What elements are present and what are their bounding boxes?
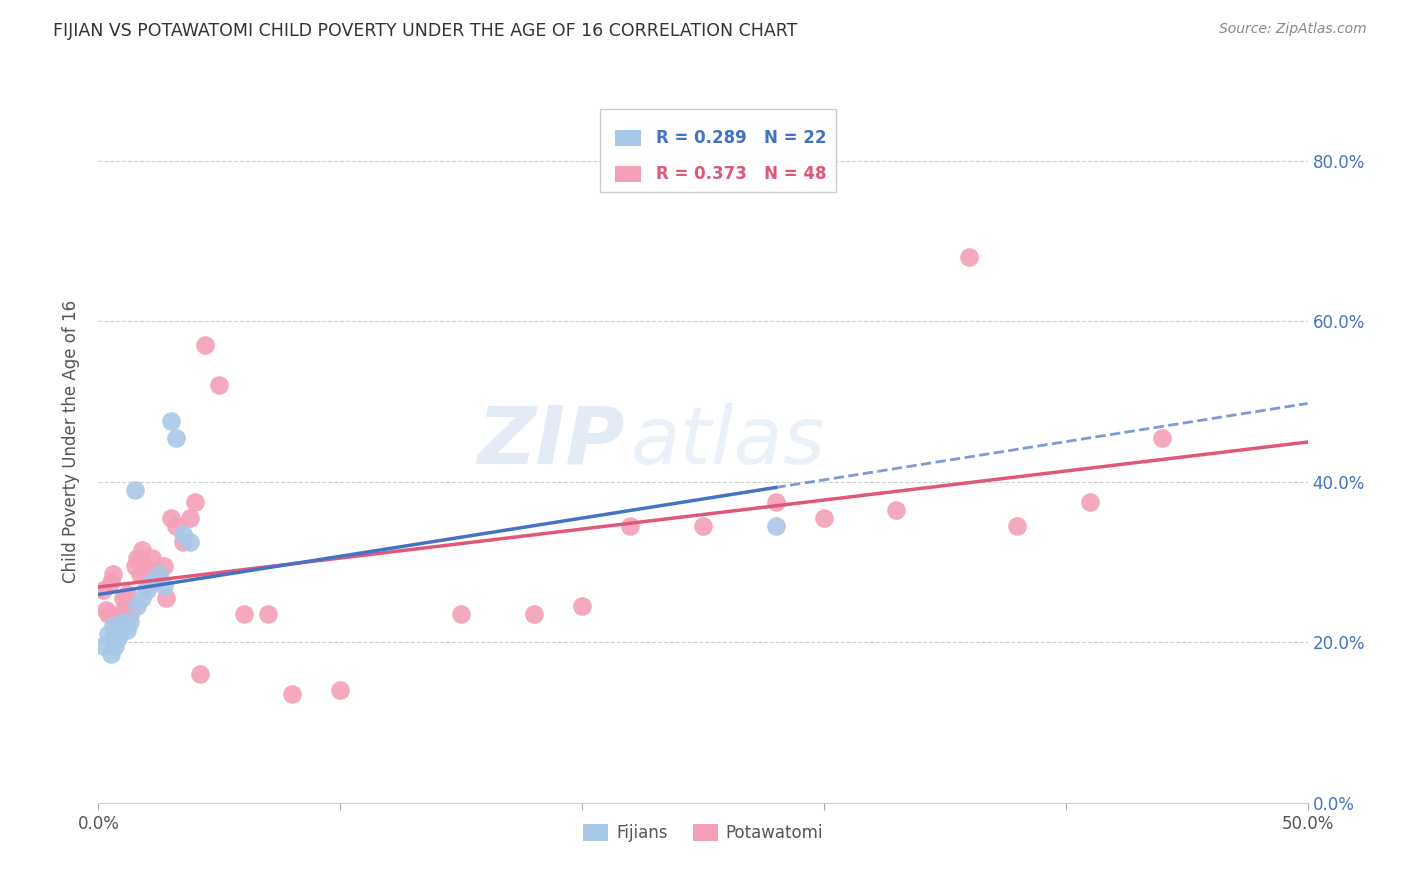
Point (208, 378, 231, 392)
Point (165, 518, 187, 533)
Text: R = 0.373   N = 48: R = 0.373 N = 48 (655, 165, 827, 183)
Point (152, 579, 174, 593)
Point (172, 526, 194, 541)
Point (107, 632, 129, 646)
Point (148, 567, 170, 582)
Point (450, 607, 472, 621)
Point (104, 627, 127, 641)
Point (101, 567, 124, 582)
FancyBboxPatch shape (614, 130, 641, 146)
Point (1078, 494, 1101, 508)
Point (148, 567, 170, 582)
Legend: Fijians, Potawatomi: Fijians, Potawatomi (576, 817, 830, 848)
Point (619, 518, 641, 533)
Point (107, 615, 129, 630)
Point (111, 591, 134, 605)
Point (179, 534, 201, 549)
Point (94, 603, 117, 617)
Point (131, 542, 153, 557)
Point (329, 683, 352, 698)
Point (97, 607, 120, 621)
Point (188, 667, 211, 681)
Point (108, 623, 131, 637)
Text: R = 0.289   N = 22: R = 0.289 N = 22 (655, 129, 827, 147)
Point (765, 494, 787, 508)
Point (813, 510, 835, 524)
Point (128, 567, 150, 582)
Point (165, 430, 187, 444)
Point (124, 483, 146, 497)
Point (100, 574, 122, 589)
Y-axis label: Child Poverty Under the Age of 16: Child Poverty Under the Age of 16 (62, 300, 80, 583)
Point (101, 619, 124, 633)
Point (143, 563, 166, 577)
Point (127, 550, 149, 566)
Point (1007, 518, 1029, 533)
Point (232, 607, 254, 621)
Point (97, 627, 120, 641)
FancyBboxPatch shape (600, 109, 837, 193)
Text: Source: ZipAtlas.com: Source: ZipAtlas.com (1219, 22, 1367, 37)
Point (141, 574, 163, 589)
Point (256, 607, 278, 621)
Point (111, 615, 134, 630)
Point (152, 558, 174, 574)
Point (131, 591, 153, 605)
Point (91, 583, 114, 598)
Point (184, 494, 207, 508)
Point (121, 599, 143, 614)
Point (957, 250, 980, 264)
Point (155, 591, 177, 605)
Point (571, 599, 593, 614)
Point (118, 615, 141, 630)
Point (1152, 430, 1174, 444)
Point (100, 648, 122, 662)
Point (160, 510, 183, 524)
Point (160, 414, 183, 428)
Point (118, 607, 141, 621)
Point (172, 534, 194, 549)
Point (886, 502, 908, 516)
Point (117, 587, 139, 601)
Point (114, 599, 136, 614)
FancyBboxPatch shape (614, 166, 641, 182)
Point (104, 639, 127, 653)
Text: atlas: atlas (630, 402, 825, 481)
Text: ZIP: ZIP (477, 402, 624, 481)
Point (127, 599, 149, 614)
Point (134, 558, 156, 574)
Point (91, 639, 114, 653)
Point (523, 607, 546, 621)
Point (108, 607, 131, 621)
Point (281, 687, 304, 701)
Point (135, 579, 157, 593)
Point (124, 558, 146, 574)
Point (179, 510, 201, 524)
Point (141, 550, 163, 566)
Point (765, 518, 787, 533)
Point (135, 583, 157, 598)
Point (194, 338, 217, 352)
Point (117, 623, 139, 637)
Text: FIJIAN VS POTAWATOMI CHILD POVERTY UNDER THE AGE OF 16 CORRELATION CHART: FIJIAN VS POTAWATOMI CHILD POVERTY UNDER… (53, 22, 797, 40)
Point (692, 518, 714, 533)
